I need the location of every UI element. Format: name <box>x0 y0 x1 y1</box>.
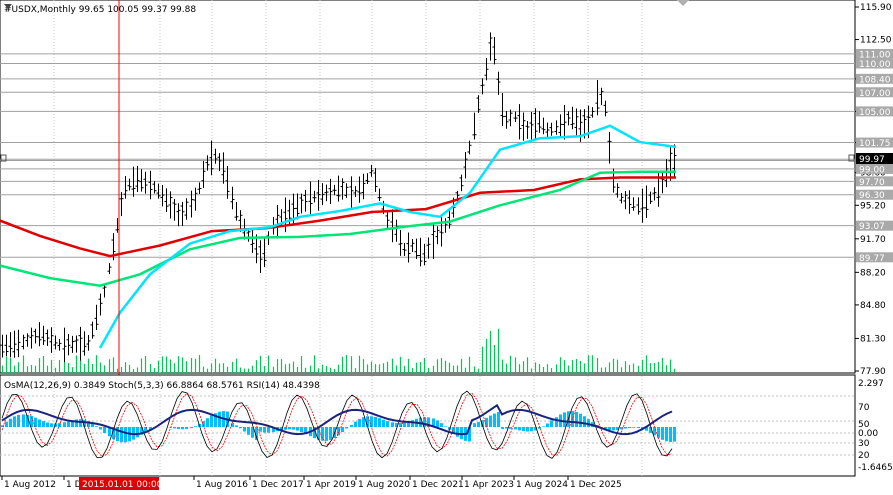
ma-slow-line <box>0 176 676 258</box>
ma-fast-line <box>98 124 677 349</box>
time-axis-label: 1 Aug 2012 <box>4 480 56 490</box>
time-axis-label: 1 D <box>66 480 82 490</box>
level-tag <box>856 106 893 117</box>
indicator-panel[interactable]: OsMA(12,26,9) 0.3849 Stoch(5,3,3) 66.886… <box>0 374 856 477</box>
level-tag-value: 99.00 <box>859 165 885 175</box>
indicator-axis-label: 0.00 <box>858 429 878 439</box>
current-price-value: 99.97 <box>859 155 885 165</box>
horizontal-levels <box>0 53 855 258</box>
time-axis-label: 1 Aug 2020 <box>358 480 410 490</box>
level-tag <box>856 220 893 231</box>
level-tag-value: 108.40 <box>859 75 891 85</box>
indicator-axis-label: -1.6465 <box>858 463 893 473</box>
time-axis-label: 1 Dec 2021 <box>412 480 464 490</box>
level-tag <box>856 189 893 200</box>
price-axis-label: 95.20 <box>860 201 886 211</box>
level-tag-value: 93.07 <box>859 222 885 232</box>
time-axis-label: 1 Aug 2024 <box>516 480 568 490</box>
level-tag <box>856 48 893 59</box>
time-axis-label: 1 Aug 2016 <box>196 480 248 490</box>
level-tag <box>856 163 893 174</box>
time-axis-label: 1 Apr 2023 <box>464 480 514 490</box>
chart-header: #USDX,Monthly 99.65 100.05 99.37 99.88 <box>4 5 196 15</box>
level-tag <box>856 252 893 263</box>
level-tag <box>856 176 893 187</box>
ma-mid-line <box>0 170 676 287</box>
rsi-line <box>1 403 673 436</box>
level-tag-value: 107.00 <box>859 89 891 99</box>
level-tag <box>856 73 893 84</box>
level-tag <box>856 58 893 69</box>
indicator-levels <box>0 395 855 456</box>
price-tag-marker-right <box>0 154 7 162</box>
price-axis-label: 84.80 <box>860 301 886 311</box>
price-axis-label: 91.70 <box>860 235 886 245</box>
price-tag-marker-left <box>848 154 855 162</box>
level-tag-value: 111.00 <box>859 50 891 60</box>
current-price-tag: 99.97 <box>856 153 893 165</box>
price-axis-label: 81.30 <box>860 334 886 344</box>
level-tag-value: 110.00 <box>859 60 891 70</box>
indicator-axis-label: 70 <box>858 403 870 413</box>
price-axis-label: 77.90 <box>860 367 886 377</box>
level-tag <box>856 87 893 98</box>
stoch-signal-line <box>1 392 673 458</box>
price-axis-label: 112.50 <box>860 36 892 46</box>
time-axis-label: 1 Apr 2019 <box>306 480 356 490</box>
volume-histogram <box>1 328 676 373</box>
price-axis-label: 88.20 <box>860 268 886 278</box>
level-tag <box>856 137 893 148</box>
indicator-axis-label: 30 <box>858 439 870 449</box>
price-axis-label: 115.90 <box>860 3 892 13</box>
dropdown-triangle-icon[interactable] <box>4 4 12 9</box>
level-tag-value: 96.30 <box>859 191 885 201</box>
price-panel[interactable]: #USDX,Monthly 99.65 100.05 99.37 99.88 <box>0 0 856 476</box>
indicator-header: OsMA(12,26,9) 0.3849 Stoch(5,3,3) 66.886… <box>4 381 320 391</box>
shift-marker-icon[interactable] <box>677 0 689 6</box>
price-bars <box>0 32 677 363</box>
time-axis-label: 1 Dec 2017 <box>252 480 304 490</box>
level-tag-value: 105.00 <box>859 108 891 118</box>
vertical-grid <box>53 0 643 373</box>
indicator-axis-label: 2.297 <box>858 379 884 389</box>
level-tag-value: 97.70 <box>859 178 885 188</box>
price-panel-frame <box>0 0 856 374</box>
indicator-axis-label: 20 <box>858 451 870 461</box>
indicator-axis-label: 50 <box>858 420 870 430</box>
crosshair-time-tag: 2015.01.01 00:00 <box>79 477 163 490</box>
level-tag-value: 101.75 <box>859 139 891 149</box>
time-axis-label: 1 Dec 2025 <box>570 480 622 490</box>
level-tag-value: 89.77 <box>859 254 885 264</box>
crosshair-time-value: 2015.01.01 00:00 <box>82 480 163 490</box>
